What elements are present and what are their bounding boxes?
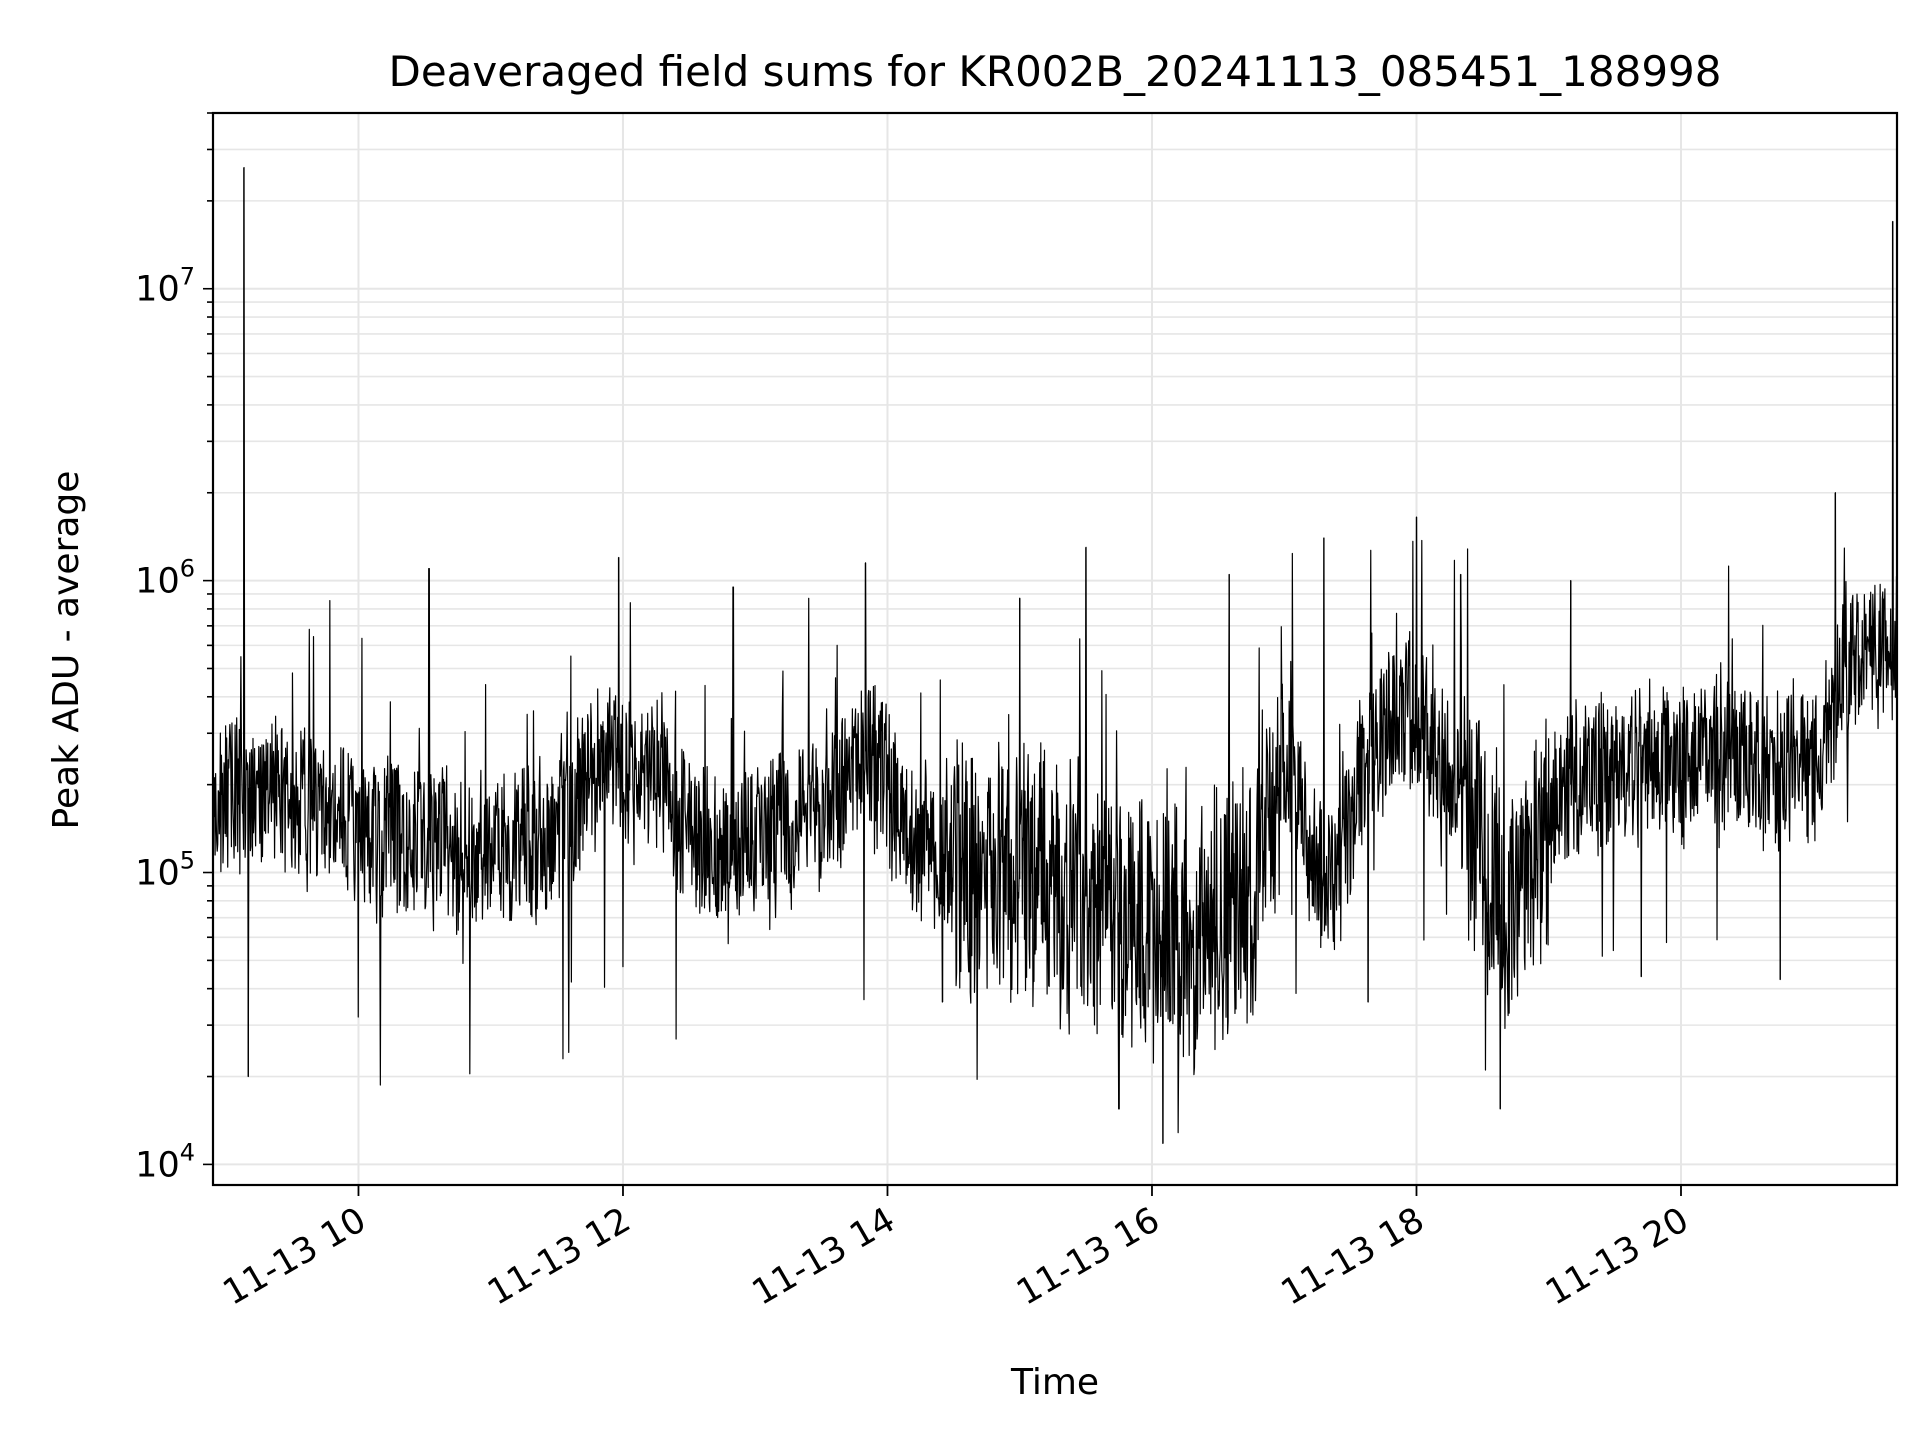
x-axis-label: Time <box>1010 1362 1099 1403</box>
series-line <box>213 167 1897 1145</box>
plot-frame <box>211 111 1899 1187</box>
y-tick-label: 104 <box>135 1138 195 1185</box>
y-axis-label: Peak ADU - average <box>46 471 87 830</box>
y-axis: 104 105 106 107 <box>135 112 213 1185</box>
chart-title: Deaveraged field sums for KR002B_2024111… <box>389 47 1722 96</box>
y-tick-label: 106 <box>135 555 195 602</box>
y-tick-label: 105 <box>135 847 195 894</box>
data-series <box>213 167 1897 1145</box>
y-tick-label: 107 <box>135 263 195 310</box>
